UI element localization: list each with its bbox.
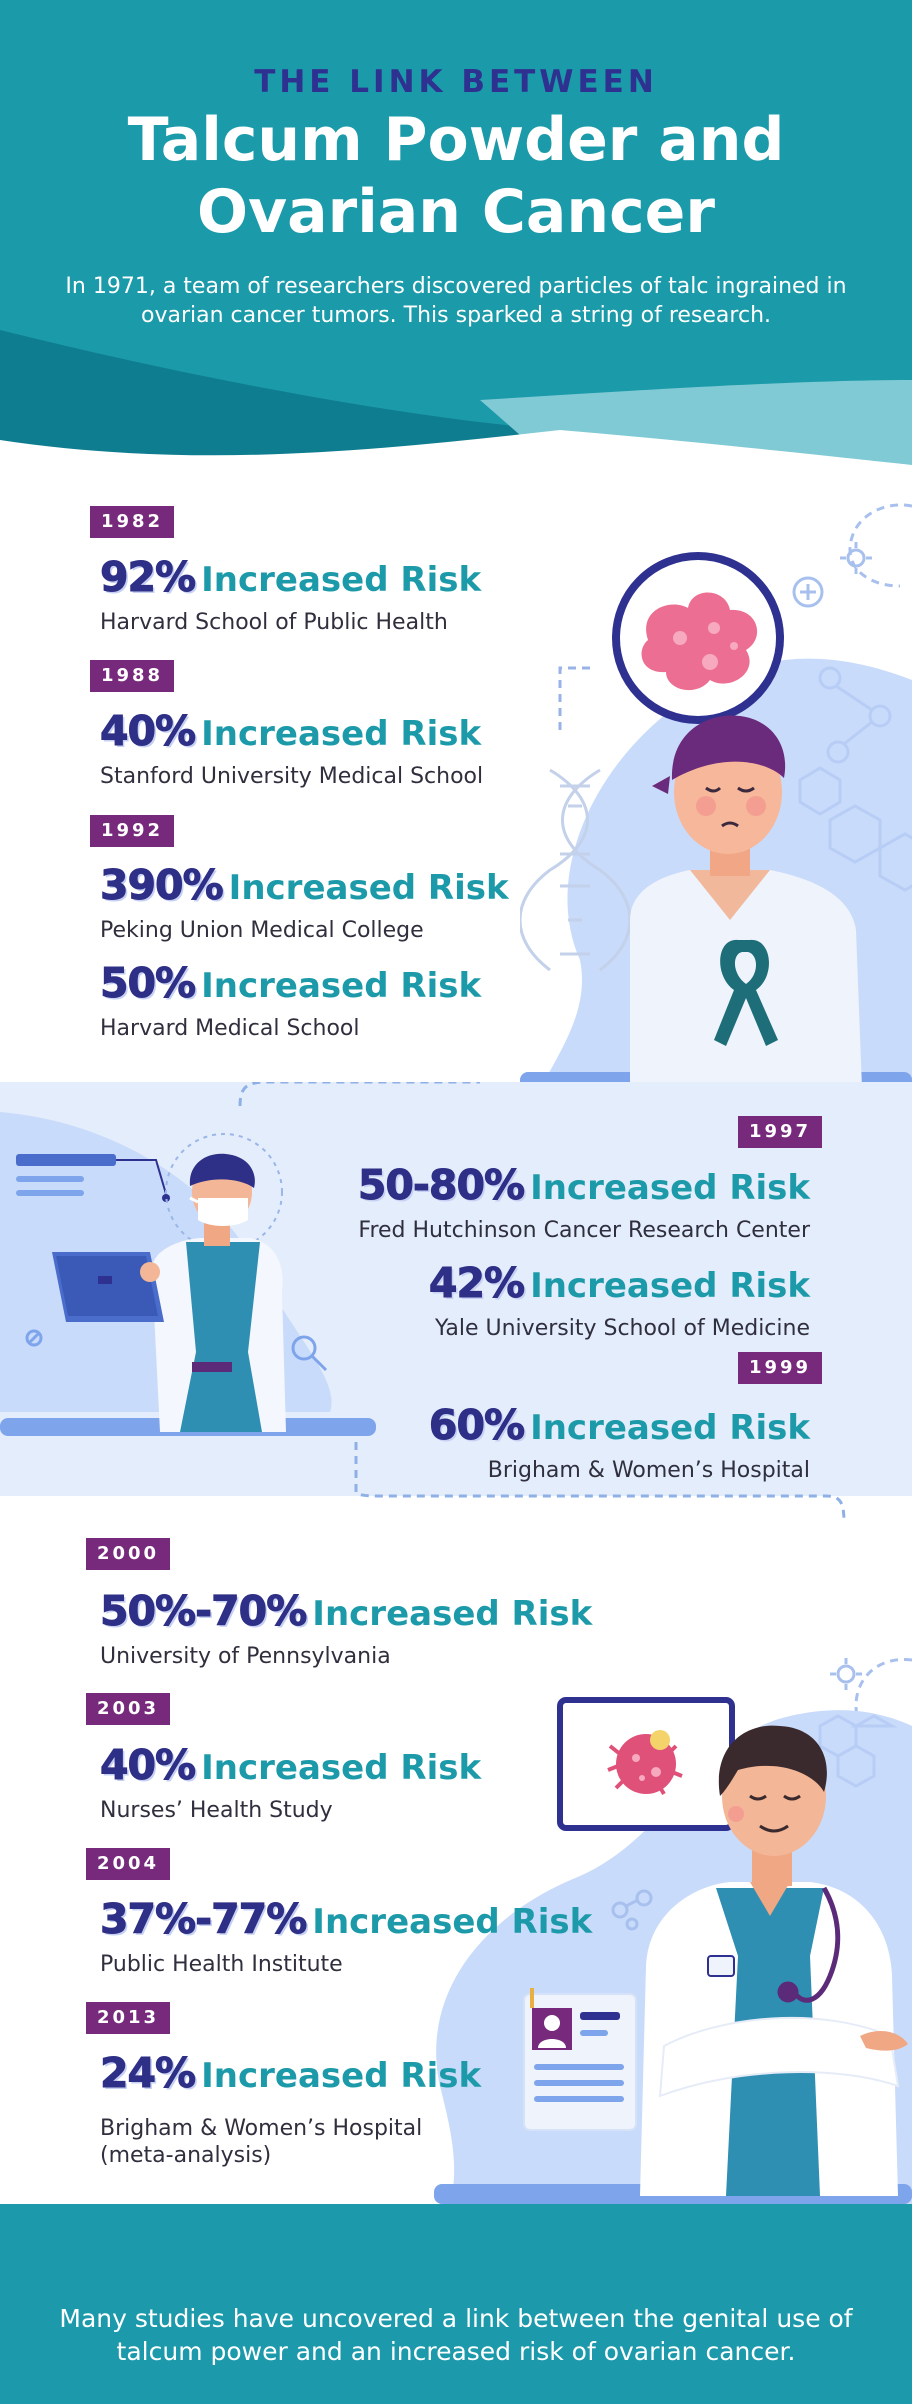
- study-source: Harvard School of Public Health: [100, 610, 448, 635]
- risk-line: 50-80% Increased Risk: [357, 1161, 810, 1217]
- footer-text: Many studies have uncovered a link betwe…: [59, 2304, 853, 2366]
- risk-label: Increased Risk: [312, 1594, 593, 1634]
- year-badge: 1982: [90, 506, 174, 538]
- risk-percent: 50-80%: [357, 1161, 525, 1209]
- year-badge: 2000: [86, 1538, 170, 1570]
- molecule-icon: [798, 766, 912, 892]
- risk-label: Increased Risk: [530, 1168, 810, 1208]
- study-entry: 42% Increased Risk Yale University School…: [428, 1259, 810, 1342]
- study-entry: 24% Increased Risk Brigham & Women’s Hosp…: [99, 2049, 482, 2169]
- year-badge: 1999: [738, 1352, 822, 1384]
- risk-label: Increased Risk: [201, 560, 482, 600]
- year-badge: 2003: [86, 1693, 170, 1725]
- risk-percent: 42%: [428, 1259, 525, 1307]
- doctor-illustration: [434, 1658, 912, 2204]
- id-card-icon: [523, 1988, 637, 2131]
- study-entry: 92% Increased Risk Harvard School of Publ…: [99, 553, 482, 636]
- intro-text: In 1971, a team of researchers discovere…: [65, 274, 847, 328]
- laptop-icon: [52, 1252, 164, 1322]
- study-source: Public Health Institute: [100, 1952, 343, 1977]
- study-source-line-2: (meta-analysis): [100, 2143, 272, 2168]
- study-entry: 50% Increased Risk Harvard Medical School: [99, 959, 482, 1042]
- study-entry: 60% Increased Risk Brigham & Women’s Hosp…: [428, 1401, 810, 1484]
- patient-illustration: [520, 503, 912, 1090]
- risk-percent: 92%: [99, 553, 196, 601]
- risk-line: 40% Increased Risk: [99, 1741, 482, 1797]
- cancer-cell-icon: [641, 592, 758, 691]
- molecule-icon: [611, 1889, 653, 1931]
- title-line-2: Ovarian Cancer: [197, 177, 715, 247]
- virus-icon: [840, 542, 872, 574]
- study-source: Nurses’ Health Study: [100, 1798, 333, 1823]
- study-entry: 50%-70% Increased Risk University of Penn…: [99, 1587, 593, 1670]
- study-source: Brigham & Women’s Hospital (meta-analysi…: [100, 2115, 481, 2169]
- risk-line: 60% Increased Risk: [428, 1401, 810, 1457]
- study-entry: 40% Increased Risk Nurses’ Health Study: [99, 1741, 482, 1824]
- molecule-icon: [818, 1714, 898, 1788]
- risk-label: Increased Risk: [530, 1266, 810, 1306]
- plus-icon: [792, 576, 824, 608]
- year-badge: 1988: [90, 660, 174, 692]
- stethoscope-icon: [777, 1886, 841, 2003]
- study-entry: 390% Increased Risk Peking Union Medical …: [100, 862, 509, 944]
- study-source: Peking Union Medical College: [100, 918, 424, 943]
- virus-icon: [830, 1658, 862, 1690]
- risk-label: Increased Risk: [228, 868, 509, 908]
- study-source: Fred Hutchinson Cancer Research Center: [358, 1218, 810, 1243]
- study-source: Brigham & Women’s Hospital: [487, 1458, 810, 1483]
- page-title: Talcum Powder and Ovarian Cancer: [0, 104, 912, 248]
- risk-label: Increased Risk: [201, 2056, 482, 2096]
- footer: [0, 2204, 912, 2404]
- risk-percent: 40%: [99, 1741, 196, 1789]
- risk-percent: 24%: [99, 2049, 196, 2097]
- header-background: [0, 0, 912, 470]
- risk-percent: 40%: [99, 707, 196, 755]
- study-source: Harvard Medical School: [100, 1016, 360, 1041]
- study-source: University of Pennsylvania: [100, 1644, 391, 1669]
- risk-line: 50% Increased Risk: [99, 959, 482, 1015]
- risk-label: Increased Risk: [312, 1902, 593, 1942]
- risk-label: Increased Risk: [530, 1408, 810, 1448]
- risk-percent: 60%: [428, 1401, 525, 1449]
- risk-line: 37%-77% Increased Risk: [99, 1895, 593, 1951]
- risk-line: 92% Increased Risk: [99, 553, 482, 609]
- risk-label: Increased Risk: [201, 1748, 482, 1788]
- study-source-line-1: Brigham & Women’s Hospital: [100, 2116, 423, 2141]
- risk-percent: 390%: [100, 861, 225, 909]
- risk-percent: 37%-77%: [99, 1895, 307, 1943]
- risk-label: Increased Risk: [201, 966, 482, 1006]
- year-badge: 2013: [86, 2002, 170, 2034]
- year-badge: 2004: [86, 1848, 170, 1880]
- risk-line: 24% Increased Risk: [99, 2049, 482, 2105]
- no-icon: [25, 1329, 43, 1347]
- nurse-illustration: [0, 1082, 846, 1522]
- risk-percent: 50%: [99, 959, 196, 1007]
- dna-icon: [520, 768, 632, 972]
- study-source: Stanford University Medical School: [100, 764, 484, 789]
- magnifier-icon: [291, 1335, 328, 1372]
- risk-line: 50%-70% Increased Risk: [99, 1587, 593, 1643]
- risk-line: 40% Increased Risk: [99, 707, 483, 763]
- molecule-icon: [818, 666, 892, 764]
- awareness-ribbon-icon: [714, 939, 778, 1046]
- year-badge: 1997: [738, 1116, 822, 1148]
- year-badge: 1992: [90, 815, 174, 847]
- study-entry: 37%-77% Increased Risk Public Health Inst…: [99, 1895, 593, 1978]
- study-source: Yale University School of Medicine: [434, 1316, 810, 1341]
- risk-label: Increased Risk: [201, 714, 482, 754]
- risk-percent: 50%-70%: [99, 1587, 307, 1635]
- risk-line: 42% Increased Risk: [428, 1259, 810, 1315]
- study-entry: 40% Increased Risk Stanford University Me…: [99, 707, 484, 790]
- risk-line: 390% Increased Risk: [100, 862, 509, 917]
- header: THE LINK BETWEEN Talcum Powder and Ovari…: [0, 0, 912, 470]
- eyebrow-title: THE LINK BETWEEN: [254, 64, 658, 100]
- title-line-1: Talcum Powder and: [127, 105, 785, 175]
- cancer-cell-icon: [607, 1730, 683, 1796]
- study-entry: 50-80% Increased Risk Fred Hutchinson Can…: [357, 1161, 810, 1244]
